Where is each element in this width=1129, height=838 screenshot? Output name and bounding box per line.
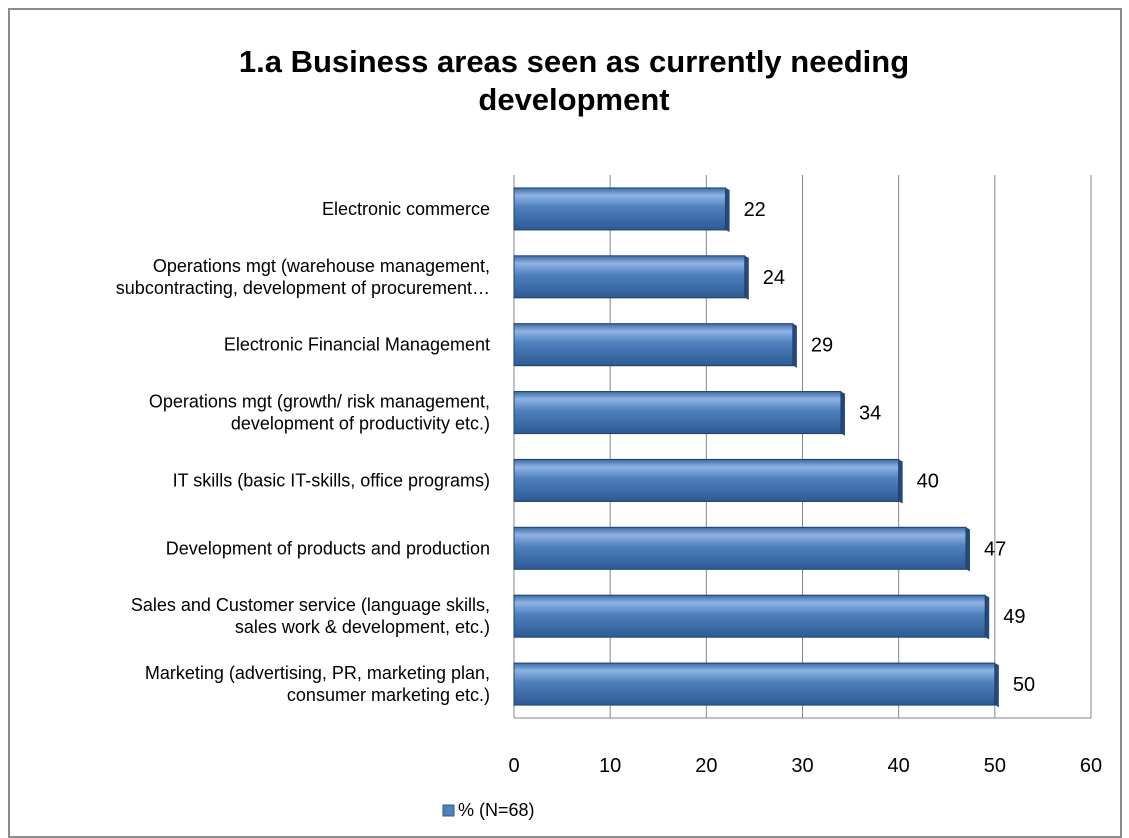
bar [513, 594, 986, 638]
bar-side [985, 595, 990, 640]
data-label: 29 [811, 335, 833, 357]
bar-side [744, 255, 749, 300]
bar [513, 526, 967, 570]
x-tick-label: 20 [695, 755, 717, 777]
category-label: consumer marketing etc.) [287, 685, 490, 705]
category-label: development of productivity etc.) [231, 414, 490, 434]
bar [513, 458, 900, 502]
x-tick-label: 60 [1080, 755, 1102, 777]
x-tick-label: 30 [791, 755, 813, 777]
data-label: 50 [1013, 674, 1035, 696]
bar [513, 255, 746, 299]
bar [513, 323, 794, 367]
bar-side [792, 323, 797, 368]
data-label: 22 [744, 199, 766, 221]
category-label: sales work & development, etc.) [235, 617, 490, 637]
bar [513, 391, 842, 435]
bar-side [840, 391, 845, 436]
x-axis-ticks: 0 10 20 30 40 50 60 [508, 755, 1102, 777]
category-label: Electronic commerce [322, 199, 490, 219]
category-label: IT skills (basic IT-skills, office progr… [173, 470, 490, 490]
data-label: 49 [1003, 606, 1025, 628]
x-tick-label: 10 [599, 755, 621, 777]
data-label: 40 [917, 470, 939, 492]
category-labels: Electronic commerce Operations mgt (wareh… [116, 199, 490, 705]
category-label: Marketing (advertising, PR, marketing pl… [145, 663, 490, 683]
x-tick-label: 0 [508, 755, 519, 777]
category-label: Development of products and production [166, 538, 490, 558]
category-label: subcontracting, development of procureme… [116, 278, 490, 298]
bars: 22 24 29 34 40 47 49 50 [513, 187, 1035, 708]
chart-title-line-2: development [478, 82, 669, 117]
category-label: Operations mgt (growth/ risk management, [149, 392, 490, 412]
bar-side [965, 527, 970, 572]
legend-label: % (N=68) [458, 800, 535, 820]
chart-title-line-1: 1.a Business areas seen as currently nee… [239, 44, 909, 79]
bar [513, 662, 996, 706]
bar [513, 187, 727, 231]
data-label: 24 [763, 267, 785, 289]
bar-side [994, 663, 999, 708]
category-label: Sales and Customer service (language ski… [131, 595, 490, 615]
x-tick-label: 40 [888, 755, 910, 777]
data-label: 34 [859, 403, 881, 425]
category-label: Operations mgt (warehouse management, [153, 256, 490, 276]
bar-side [898, 459, 903, 504]
data-label: 47 [984, 538, 1006, 560]
bar-side [725, 187, 730, 232]
x-tick-label: 50 [984, 755, 1006, 777]
legend-swatch [442, 804, 455, 817]
category-label: Electronic Financial Management [224, 335, 490, 355]
